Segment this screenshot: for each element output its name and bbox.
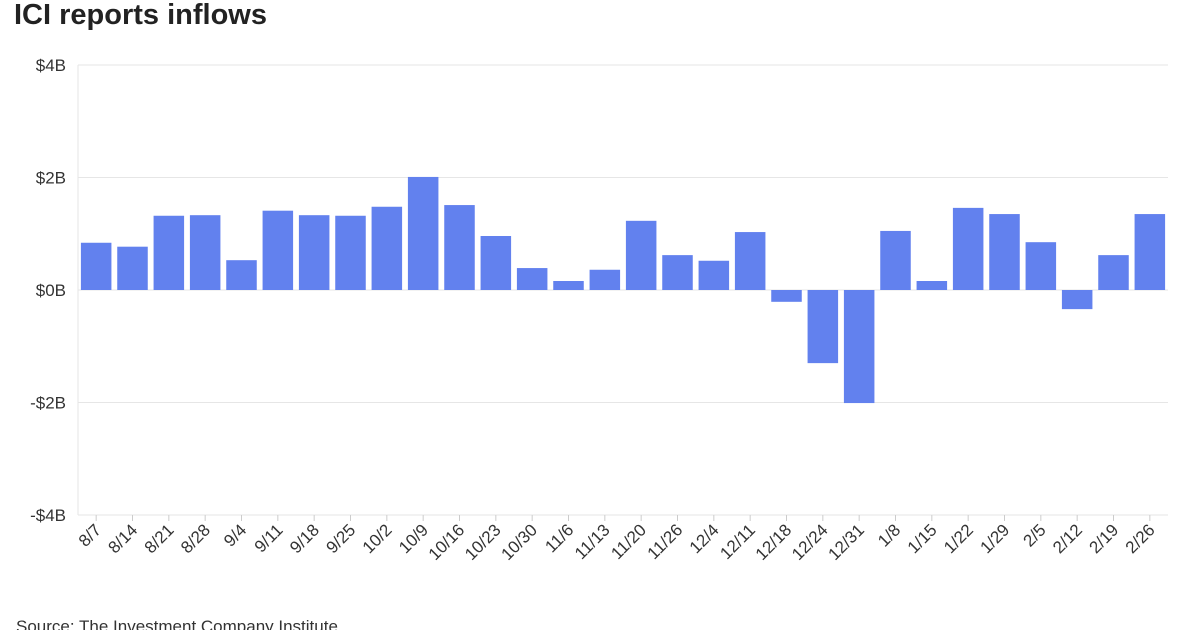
bar (662, 255, 693, 290)
bar (553, 281, 584, 290)
x-tick-label: 12/11 (716, 520, 759, 563)
x-tick-label: 11/26 (644, 520, 687, 563)
x-tick-label: 2/26 (1122, 520, 1159, 557)
x-tick-label: 8/21 (141, 520, 178, 557)
bar (843, 290, 875, 404)
bar (1061, 290, 1093, 310)
bar (117, 246, 148, 290)
bar (407, 176, 439, 290)
bar (1134, 214, 1166, 290)
x-tick-label: 1/8 (874, 520, 904, 550)
bar (262, 210, 294, 290)
source-note: Source: The Investment Company Institute (16, 617, 338, 630)
y-tick-label: -$2B (30, 394, 66, 413)
y-tick-label: $0B (36, 281, 66, 300)
bar (335, 215, 366, 290)
x-tick-label: 10/16 (425, 520, 469, 564)
x-tick-label: 11/20 (607, 520, 650, 563)
bar (989, 214, 1020, 290)
bar (1098, 255, 1129, 290)
y-tick-label: -$4B (30, 506, 66, 525)
x-tick-label: 8/7 (75, 520, 105, 550)
bar (698, 260, 730, 290)
x-tick-label: 9/4 (220, 520, 250, 550)
x-tick-label: 12/24 (788, 520, 832, 564)
bar (80, 242, 112, 290)
x-tick-label: 2/12 (1049, 520, 1086, 557)
x-tick-label: 8/28 (177, 520, 214, 557)
x-tick-label: 10/23 (461, 520, 505, 564)
bar (916, 281, 948, 290)
bar (952, 207, 984, 290)
bar (589, 269, 621, 290)
x-tick-label: 9/25 (322, 520, 359, 557)
x-tick-label: 8/14 (104, 520, 141, 557)
bar (516, 268, 548, 290)
bar (298, 215, 330, 290)
bar (1025, 242, 1057, 290)
bar (444, 205, 475, 290)
x-tick-label: 9/11 (251, 520, 287, 556)
y-tick-label: $4B (36, 56, 66, 75)
bar (371, 206, 403, 290)
x-tick-label: 1/29 (976, 520, 1013, 557)
bar (153, 215, 185, 290)
x-tick-label: 12/31 (824, 520, 868, 564)
x-tick-label: 10/30 (497, 520, 541, 564)
bar (625, 220, 657, 290)
bar (226, 260, 257, 290)
x-tick-label: 12/18 (752, 520, 796, 564)
x-tick-label: 11/13 (571, 520, 614, 563)
bar (880, 230, 911, 290)
x-tick-label: 2/19 (1085, 520, 1122, 557)
chart-title: ICI reports inflows (14, 0, 267, 31)
bar (189, 215, 221, 290)
bar (734, 232, 766, 290)
x-tick-label: 1/15 (904, 520, 941, 557)
y-tick-label: $2B (36, 169, 66, 188)
x-tick-label: 10/2 (359, 520, 396, 557)
bar (771, 290, 802, 302)
bar (807, 290, 839, 364)
bar (480, 236, 512, 290)
x-tick-label: 2/5 (1020, 520, 1050, 550)
x-tick-label: 1/22 (940, 520, 977, 557)
x-tick-label: 9/18 (286, 520, 323, 557)
